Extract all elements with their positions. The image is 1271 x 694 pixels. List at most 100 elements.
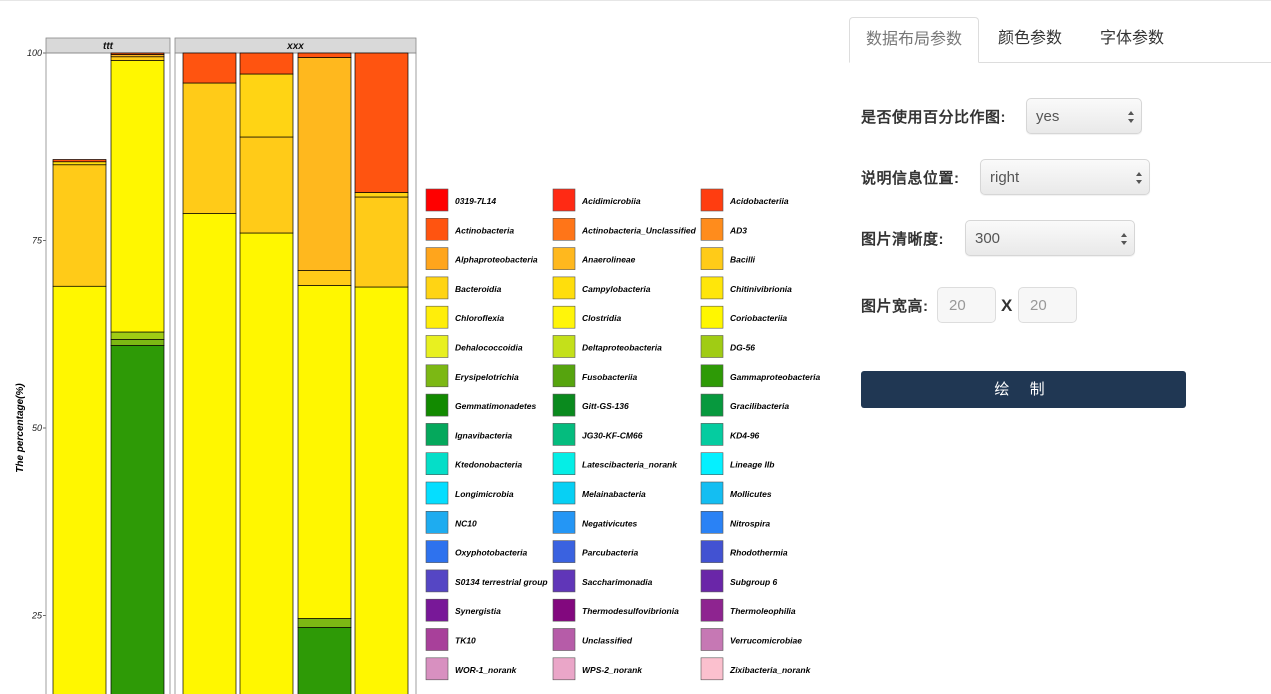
legend-label: Bacilli <box>730 255 756 265</box>
legend-swatch <box>425 423 449 446</box>
legend-label: Acidobacteriia <box>729 196 789 206</box>
legend-label: Lineage IIb <box>730 460 774 470</box>
legend-swatch <box>425 540 449 563</box>
legend-swatch <box>700 393 724 417</box>
use-percent-select[interactable]: yes <box>1026 98 1142 134</box>
tab-bar: 数据布局参数 颜色参数 字体参数 <box>849 17 1271 63</box>
width-input[interactable]: 20 <box>937 287 996 323</box>
legend-label: Melainabacteria <box>582 489 646 499</box>
legend-swatch <box>700 510 724 534</box>
y-tick-label: 25 <box>31 611 43 621</box>
legend: 0319-7L14 Acidimicrobiia Acidobacteriia Act… <box>425 188 820 681</box>
legend-label: Dehalococcoidia <box>455 343 523 353</box>
legend-swatch <box>552 423 576 446</box>
stacked-bar-chart: The percentage(%) 100 75 50 25 ttt xxx 0319-… <box>15 37 820 694</box>
legend-swatch <box>425 335 449 358</box>
legend-label: Chitinivibrionia <box>730 284 792 294</box>
legend-label: Erysipelotrichia <box>455 372 519 382</box>
legend-label: Parcubacteria <box>582 548 638 558</box>
tab-color[interactable]: 颜色参数 <box>997 30 1062 47</box>
legend-label: Mollicutes <box>730 489 772 499</box>
legend-label: Negativicutes <box>582 518 638 528</box>
height-input[interactable]: 20 <box>1018 287 1077 323</box>
bar-segment <box>297 57 352 271</box>
top-border <box>0 0 1271 1</box>
use-percent-value: yes <box>1036 108 1060 125</box>
legend-label: Gammaproteobacteria <box>730 372 820 382</box>
legend-swatch <box>552 247 576 270</box>
legend-label: DG-56 <box>730 343 755 353</box>
draw-button[interactable]: 绘 制 <box>861 371 1186 408</box>
legend-label: Gracilibacteria <box>730 401 789 411</box>
select-arrows-icon <box>1136 172 1142 184</box>
size-label: 图片宽高: <box>861 298 929 315</box>
legend-swatch <box>700 423 724 446</box>
legend-position-select[interactable]: right <box>980 159 1150 195</box>
legend-label: Thermoleophilia <box>730 606 796 616</box>
legend-label: Campylobacteria <box>582 284 651 294</box>
y-axis-title: The percentage(%) <box>15 383 26 473</box>
legend-position-label: 说明信息位置: <box>861 170 960 187</box>
legend-label: Chloroflexia <box>455 313 504 323</box>
y-tick-label: 50 <box>32 423 42 433</box>
y-tick-label: 75 <box>32 236 43 246</box>
legend-swatch <box>700 188 724 212</box>
bar-segment <box>297 52 352 58</box>
legend-swatch <box>425 598 449 622</box>
legend-swatch <box>700 452 724 476</box>
legend-swatch <box>552 510 576 534</box>
legend-label: Actinobacteria <box>454 225 514 235</box>
bar-segment <box>239 136 294 234</box>
legend-swatch <box>552 364 576 388</box>
bar-segment <box>354 52 409 193</box>
legend-label: Bacteroidia <box>455 284 502 294</box>
legend-label: Coriobacteriia <box>730 313 787 323</box>
legend-label: WOR-1_norank <box>455 665 518 675</box>
legend-label: KD4-96 <box>730 430 760 440</box>
tab-font[interactable]: 字体参数 <box>1099 30 1164 47</box>
legend-label: Latescibacteria_norank <box>582 460 678 470</box>
legend-swatch <box>552 393 576 417</box>
legend-label: JG30-KF-CM66 <box>582 430 643 440</box>
legend-label: S0134 terrestrial group <box>455 577 548 587</box>
legend-label: 0319-7L14 <box>455 196 496 206</box>
legend-label: NC10 <box>455 518 477 528</box>
size-separator: X <box>1001 296 1013 315</box>
facet-strip-label: ttt <box>103 41 114 52</box>
legend-position-value: right <box>990 169 1020 186</box>
legend-label: Rhodothermia <box>730 548 788 558</box>
tab-data-layout[interactable]: 数据布局参数 <box>849 17 979 63</box>
legend-swatch <box>425 452 449 476</box>
legend-swatch <box>552 569 576 593</box>
facet-strip-label: xxx <box>286 41 304 52</box>
legend-swatch <box>700 481 724 505</box>
bar-segment <box>354 192 409 198</box>
bar-segment <box>239 232 294 694</box>
legend-swatch <box>425 188 449 212</box>
legend-swatch <box>552 657 576 681</box>
legend-label: TK10 <box>455 636 476 646</box>
bar-segment <box>297 618 352 628</box>
legend-swatch <box>700 305 724 329</box>
legend-swatch <box>425 276 449 300</box>
legend-swatch <box>700 540 724 563</box>
resolution-value: 300 <box>975 230 1001 247</box>
bar-segment <box>182 213 237 694</box>
legend-swatch <box>425 305 449 329</box>
resolution-select[interactable]: 300 <box>965 220 1135 256</box>
legend-label: Ktedonobacteria <box>455 460 522 470</box>
bar-segment <box>182 82 237 214</box>
facet-panel <box>45 52 171 694</box>
bar-segment <box>110 339 165 346</box>
bar-segment <box>110 331 165 340</box>
y-tick-label: 100 <box>27 48 42 58</box>
legend-label: Actinobacteria_Unclassified <box>581 225 697 235</box>
bar-segment <box>239 52 294 75</box>
legend-label: Gemmatimonadetes <box>455 401 537 411</box>
legend-label: Zixibacteria_norank <box>729 665 812 675</box>
bar-segment <box>297 285 352 619</box>
bar-segment <box>110 52 165 55</box>
legend-swatch <box>425 481 449 505</box>
legend-label: Acidimicrobiia <box>581 196 641 206</box>
legend-swatch <box>552 188 576 212</box>
